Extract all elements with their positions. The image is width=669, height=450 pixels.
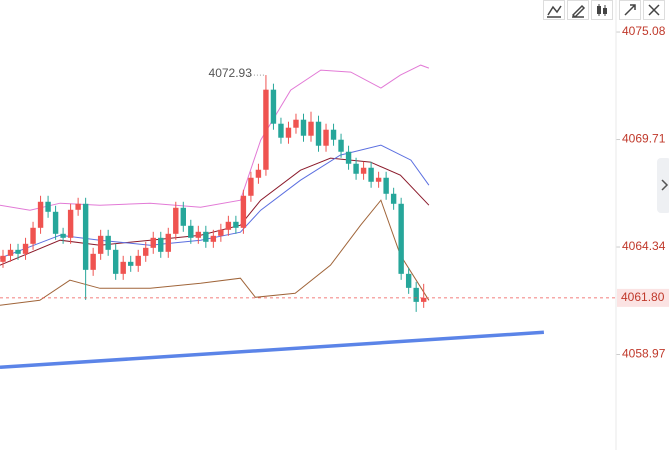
last-price-box (617, 288, 669, 307)
candle-body (75, 203, 81, 210)
candle-body (218, 229, 224, 236)
candle-body (97, 235, 104, 254)
candle-body (278, 123, 284, 138)
candle-body (67, 209, 74, 238)
candle-body (105, 235, 111, 250)
candle-body (45, 201, 51, 212)
candle-body (285, 127, 292, 138)
tool-close[interactable] (643, 0, 665, 20)
candle-body (360, 167, 367, 174)
indicator-line (0, 64, 430, 211)
candle-body (353, 163, 359, 174)
high-annotation: 4072.93 (209, 66, 253, 80)
expand-handle[interactable] (657, 158, 669, 213)
candle-body (420, 297, 427, 302)
y-tick-label: 4069.71 (622, 132, 666, 146)
candle-body (323, 129, 329, 146)
y-tick-label: 4064.34 (622, 239, 666, 253)
candle-body (52, 211, 59, 234)
candle-body (143, 247, 149, 256)
candle-body (383, 177, 389, 194)
candle-body (240, 195, 247, 228)
candle-body (225, 221, 232, 230)
candle-body (0, 255, 6, 262)
candle-body (37, 201, 44, 228)
candle-body (315, 121, 322, 146)
last-price-label: 4061.80 (621, 290, 665, 304)
candle-body (82, 203, 89, 270)
indicator-line (0, 199, 430, 306)
candle-body (7, 249, 14, 256)
candle-body (135, 255, 141, 266)
candle-body (368, 167, 374, 182)
candle-body (128, 261, 134, 266)
candle-body (270, 89, 277, 124)
candle-body (233, 221, 239, 228)
candle-body (413, 287, 419, 302)
candle-body (150, 237, 156, 248)
candle-body (30, 227, 36, 244)
candle-body (375, 177, 382, 182)
candle-body (120, 261, 126, 274)
candle-body (173, 207, 179, 234)
candle-body (330, 129, 337, 140)
tool-indicator[interactable] (543, 0, 565, 20)
candle-body (345, 151, 352, 164)
plot: 4075.08 4069.71 4064.34 4058.97 4072.93 4061.… (0, 24, 669, 370)
tool-draw[interactable] (567, 0, 589, 20)
candle-body (210, 235, 217, 242)
candle-body (338, 139, 344, 152)
y-tick-label: 4058.97 (622, 347, 666, 361)
y-tick-label: 4075.08 (622, 24, 666, 38)
candle-body (293, 119, 299, 128)
indicator-line (0, 144, 430, 259)
candle-body (112, 249, 119, 274)
tool-fullscreen[interactable] (619, 0, 641, 20)
candle-body (308, 121, 314, 136)
candle-body (203, 231, 209, 242)
candle-body (300, 119, 307, 136)
candle-body (22, 243, 29, 254)
candle-body (188, 225, 194, 238)
candle-body (263, 89, 269, 170)
candle-body (398, 203, 404, 274)
candle-body (165, 233, 171, 252)
candle-body (60, 233, 66, 238)
indicator-line (0, 157, 430, 266)
tool-candle[interactable] (591, 0, 613, 20)
trend-line (0, 330, 545, 370)
candle-body (15, 249, 21, 254)
candle-body (255, 169, 262, 178)
candle-body (90, 253, 96, 270)
candle-body (195, 231, 202, 238)
candle-body (158, 237, 164, 252)
candle-body (180, 207, 187, 226)
candle-body (405, 273, 412, 288)
candle-body (390, 193, 397, 204)
candle-body (248, 177, 254, 196)
